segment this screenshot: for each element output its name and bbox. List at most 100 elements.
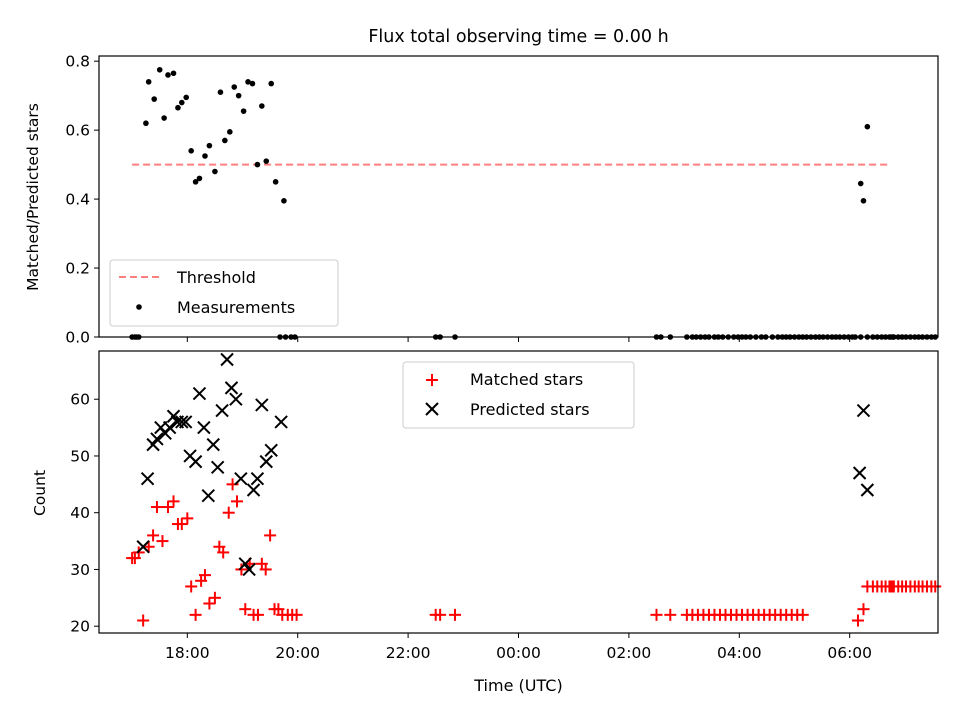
ratio-y-tick-label: 0.2	[65, 260, 90, 278]
ratio-y-tick-label: 0.4	[65, 191, 90, 209]
predicted-legend-label: Predicted stars	[470, 400, 590, 419]
matched-star-point	[189, 608, 202, 621]
matched-star-point	[434, 608, 447, 621]
matched-star-point	[251, 608, 264, 621]
count-y-tick-label: 30	[70, 561, 90, 579]
matched-star-point	[203, 597, 216, 610]
x-tick-label: 02:00	[607, 644, 652, 662]
matched-star-point	[929, 580, 942, 593]
measurement-point	[178, 99, 185, 106]
measurement-point	[231, 84, 238, 90]
measurement-point	[235, 92, 242, 99]
measurement-point	[143, 120, 149, 127]
matched-star-point	[181, 512, 194, 525]
predicted-star-point	[255, 398, 269, 412]
measurement-point	[281, 198, 287, 204]
measurement-point	[217, 89, 224, 96]
ratio-y-tick-label: 0.0	[65, 329, 90, 347]
threshold-legend-label: Threshold	[176, 268, 256, 287]
measurement-point	[212, 168, 218, 175]
predicted-star-point	[140, 471, 155, 486]
predicted-star-point	[201, 488, 215, 503]
predicted-star-point	[175, 415, 189, 429]
predicted-star-point	[234, 471, 248, 486]
count-y-tick-label: 40	[70, 504, 90, 522]
matched-star-point	[208, 591, 221, 604]
measurement-point	[857, 180, 864, 187]
measurement-point	[222, 137, 228, 144]
ratio-panel: 0.00.20.40.60.8 Matched/Predicted stars …	[24, 53, 939, 347]
x-tick-label: 20:00	[275, 644, 320, 662]
measurement-point	[156, 66, 163, 73]
predicted-legend-swatch	[425, 402, 439, 416]
measurement-point	[227, 129, 233, 135]
x-tick-label: 04:00	[717, 644, 762, 662]
chart-title: Flux total observing time = 0.00 h	[368, 27, 668, 47]
x-tick-label: 18:00	[165, 644, 210, 662]
predicted-star-point	[852, 466, 867, 480]
matched-star-point	[167, 495, 180, 508]
x-tick-label: 22:00	[386, 644, 431, 662]
matched-star-point	[156, 535, 169, 548]
matched-star-point	[796, 608, 809, 621]
matched-star-point	[851, 614, 864, 627]
measurement-point	[864, 123, 871, 130]
matched-star-point	[857, 603, 870, 616]
count-panel: 20 30 40 50 60 18:00 20:00 22:00 00:00 02:00 04:00…	[31, 350, 942, 695]
count-y-tick-label: 50	[70, 447, 90, 465]
predicted-star-point	[206, 437, 220, 452]
predicted-star-point	[856, 403, 871, 418]
measurement-point	[259, 103, 265, 109]
matched-legend-label: Matched stars	[470, 370, 583, 389]
measurement-point	[254, 161, 261, 168]
matched-star-point	[290, 608, 303, 621]
matched-star-point	[150, 501, 163, 514]
measurement-point	[192, 179, 199, 185]
predicted-star-point	[166, 409, 181, 423]
measurement-point	[151, 96, 157, 102]
matched-star-point	[239, 603, 252, 616]
measurement-point	[145, 79, 152, 85]
measurement-point	[263, 158, 270, 164]
matched-star-point	[217, 546, 230, 559]
matched-star-point	[175, 518, 188, 531]
predicted-star-point	[162, 420, 177, 435]
count-y-tick-label: 60	[70, 391, 90, 409]
predicted-star-point	[238, 557, 252, 571]
matched-star-point	[264, 529, 277, 542]
matched-legend-swatch	[426, 374, 438, 386]
count-y-axis-label: Count	[31, 470, 49, 516]
predicted-star-point	[192, 386, 207, 401]
measurement-point	[249, 80, 256, 87]
ratio-legend: Threshold Measurements	[109, 259, 339, 327]
matched-star-point	[142, 540, 155, 553]
measurement-point	[245, 79, 251, 85]
predicted-star-point	[136, 540, 150, 554]
measurements-legend-label: Measurements	[177, 298, 295, 317]
measurements-legend-swatch	[136, 304, 142, 310]
count-legend: Matched stars Predicted stars	[402, 361, 635, 429]
matched-star-point	[664, 608, 677, 621]
matched-star-point	[650, 608, 663, 621]
matched-star-point	[198, 569, 211, 582]
measurement-point	[170, 70, 177, 77]
matched-star-point	[235, 563, 248, 576]
measurement-point	[175, 104, 181, 111]
matched-star-point	[222, 506, 235, 519]
predicted-star-point	[146, 437, 160, 452]
matched-star-point	[449, 608, 462, 621]
measurement-point	[188, 148, 194, 154]
x-tick-label: 00:00	[496, 644, 541, 662]
predicted-star-point	[860, 483, 875, 497]
matched-star-point	[161, 501, 174, 514]
measurement-point	[268, 80, 275, 87]
matched-star-point	[147, 529, 160, 542]
predicted-star-point	[242, 562, 256, 577]
predicted-star-point	[210, 460, 225, 475]
matched-star-point	[185, 580, 198, 593]
predicted-star-point	[215, 403, 229, 418]
predicted-star-point	[250, 471, 265, 486]
matched-star-point	[137, 614, 150, 627]
ratio-legend-box	[109, 259, 339, 327]
measurement-point	[860, 198, 867, 204]
